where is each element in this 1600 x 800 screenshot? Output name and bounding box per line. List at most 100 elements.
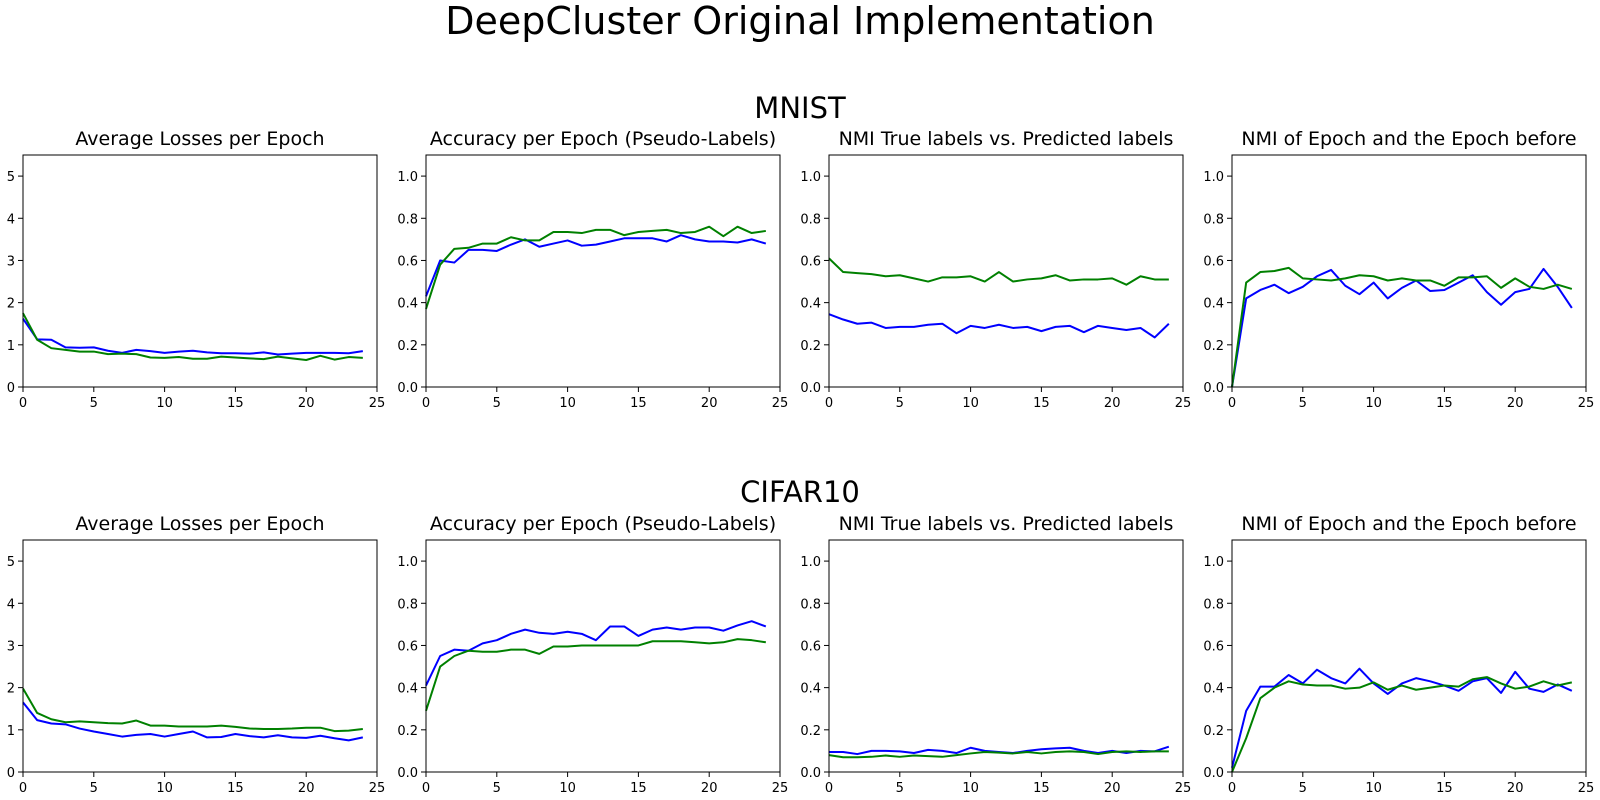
series-line-2 <box>1231 676 1573 773</box>
x-tick-label: 0 <box>19 781 27 796</box>
y-tick-label: 0.0 <box>397 766 418 781</box>
x-tick-label: 0 <box>19 396 27 411</box>
y-tick-label: 0.8 <box>800 212 821 227</box>
axes-frame <box>425 539 781 773</box>
y-tick-label: 0.0 <box>397 381 418 396</box>
y-tick-label: 1.0 <box>1203 170 1224 185</box>
subplot-title: Accuracy per Epoch (Pseudo-Labels) <box>430 513 776 535</box>
series-line-1 <box>425 620 767 686</box>
series-line-1 <box>425 234 767 297</box>
x-tick-label: 15 <box>1436 781 1453 796</box>
subplot-title: Average Losses per Epoch <box>75 128 324 150</box>
x-tick-label: 25 <box>369 781 386 796</box>
y-tick-label: 0.8 <box>1203 597 1224 612</box>
x-tick-label: 10 <box>559 396 576 411</box>
y-tick-label: 0.0 <box>800 381 821 396</box>
series-line-1 <box>22 318 363 356</box>
x-tick-label: 25 <box>772 396 789 411</box>
x-tick-label: 15 <box>630 396 647 411</box>
y-tick-label: 0.0 <box>1203 766 1224 781</box>
x-tick-label: 10 <box>962 781 979 796</box>
x-tick-label: 15 <box>227 781 244 796</box>
subplot-cifar10-4: NMI of Epoch and the Epoch before 0 5 10 15 2… <box>1203 513 1594 796</box>
y-tick-label: 1.0 <box>397 170 418 185</box>
y-tick-label: 0.6 <box>397 639 418 654</box>
y-tick-label: 0.2 <box>1203 724 1224 739</box>
x-tick-label: 0 <box>825 396 833 411</box>
x-tick-label: 10 <box>1365 396 1382 411</box>
series-line-2 <box>425 638 766 712</box>
y-tick-label: 0.2 <box>800 339 821 354</box>
axes-frame <box>828 539 1184 773</box>
y-tick-label: 0.4 <box>1203 682 1224 697</box>
axes-frame <box>425 154 781 388</box>
x-tick-label: 15 <box>1033 396 1050 411</box>
subplot-mnist-4: NMI of Epoch and the Epoch before 0 5 10 15 2… <box>1203 128 1594 411</box>
x-tick-label: 5 <box>493 781 501 796</box>
y-tick-label: 0.2 <box>800 724 821 739</box>
x-tick-label: 25 <box>1578 396 1595 411</box>
y-tick-label: 0.4 <box>397 297 418 312</box>
y-tick-label: 1 <box>7 339 15 354</box>
y-tick-label: 0.6 <box>1203 254 1224 269</box>
y-tick-label: 4 <box>7 597 15 612</box>
y-tick-label: 5 <box>7 170 15 185</box>
y-tick-label: 0.2 <box>397 339 418 354</box>
row-title-mnist: MNIST <box>754 91 846 125</box>
y-tick-label: 1.0 <box>397 555 418 570</box>
y-tick-label: 1.0 <box>1203 555 1224 570</box>
subplot-mnist-3: NMI True labels vs. Predicted labels 0 5 10… <box>800 128 1191 411</box>
x-tick-label: 5 <box>493 396 501 411</box>
y-tick-label: 0.6 <box>800 254 821 269</box>
x-tick-label: 25 <box>369 396 386 411</box>
x-tick-label: 0 <box>825 781 833 796</box>
y-tick-label: 0.4 <box>800 297 821 312</box>
y-tick-label: 0.6 <box>800 639 821 654</box>
y-tick-label: 2 <box>7 682 15 697</box>
series-line-2 <box>22 687 363 733</box>
y-tick-label: 5 <box>7 555 15 570</box>
y-tick-label: 0.6 <box>1203 639 1224 654</box>
y-tick-label: 0 <box>7 766 15 781</box>
y-tick-label: 0.4 <box>800 682 821 697</box>
y-tick-label: 0.2 <box>397 724 418 739</box>
x-tick-label: 20 <box>298 396 315 411</box>
y-tick-label: 0.0 <box>800 766 821 781</box>
x-tick-label: 20 <box>1507 396 1524 411</box>
subplot-title: NMI of Epoch and the Epoch before <box>1241 128 1576 150</box>
subplot-cifar10-3: NMI True labels vs. Predicted labels 0 5 10… <box>800 513 1191 796</box>
x-tick-label: 0 <box>422 781 430 796</box>
y-tick-label: 0.8 <box>397 212 418 227</box>
series-line-1 <box>1231 667 1573 769</box>
x-tick-label: 20 <box>298 781 315 796</box>
y-tick-label: 0.4 <box>1203 297 1224 312</box>
x-tick-label: 25 <box>1175 396 1192 411</box>
row-title-cifar10: CIFAR10 <box>740 475 860 509</box>
subplot-cifar10-2: Accuracy per Epoch (Pseudo-Labels) 0 5 10 15… <box>397 513 788 796</box>
x-tick-label: 25 <box>772 781 789 796</box>
subplot-title: NMI of Epoch and the Epoch before <box>1241 513 1576 535</box>
x-tick-label: 25 <box>1578 781 1595 796</box>
subplot-title: Accuracy per Epoch (Pseudo-Labels) <box>430 128 776 150</box>
subplot-mnist-1: Average Losses per Epoch 0 5 10 15 20 25 0 1 2 3 4 5 <box>7 128 386 411</box>
x-tick-label: 5 <box>896 781 904 796</box>
series-line-2 <box>425 225 766 310</box>
x-tick-label: 20 <box>1104 396 1121 411</box>
figure-title: DeepCluster Original Implementation <box>445 0 1155 43</box>
x-tick-label: 10 <box>156 781 173 796</box>
x-tick-label: 15 <box>1033 781 1050 796</box>
subplot-title: NMI True labels vs. Predicted labels <box>839 513 1174 535</box>
series-line-1 <box>22 701 364 742</box>
x-tick-label: 15 <box>630 781 647 796</box>
x-tick-label: 0 <box>1228 781 1236 796</box>
y-tick-label: 0.8 <box>397 597 418 612</box>
x-tick-label: 5 <box>896 396 904 411</box>
y-tick-label: 1 <box>7 724 15 739</box>
x-tick-label: 5 <box>90 396 98 411</box>
subplot-title: NMI True labels vs. Predicted labels <box>839 128 1174 150</box>
series-line-2 <box>1231 266 1573 388</box>
axes-frame <box>22 539 378 773</box>
series-line-2 <box>828 257 1169 286</box>
series-line-2 <box>828 750 1169 759</box>
